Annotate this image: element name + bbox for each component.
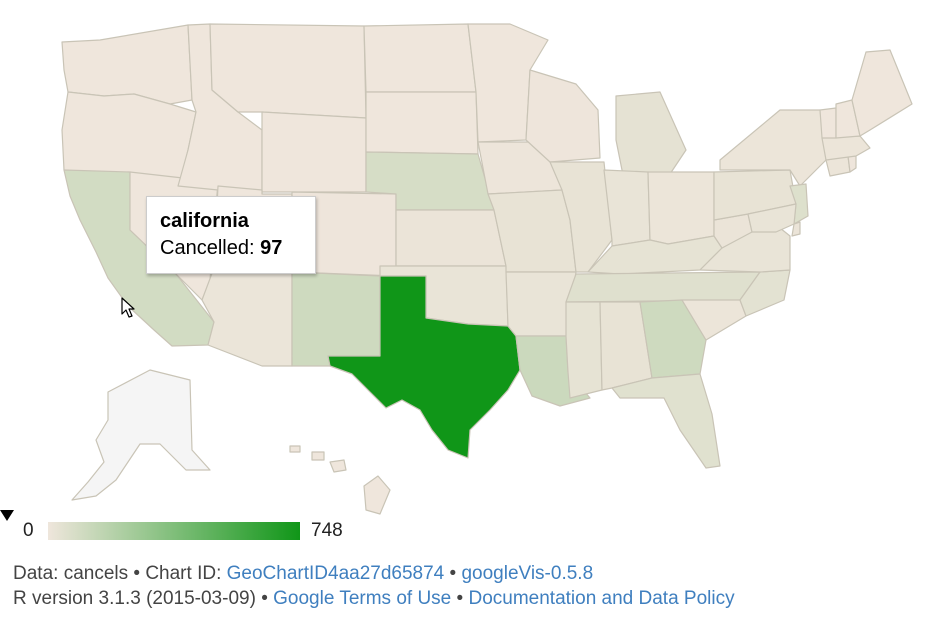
state-ohio[interactable] (647, 171, 715, 245)
state-north-dakota[interactable] (363, 23, 477, 93)
state-new-mexico[interactable] (291, 271, 381, 367)
state-rhode-island[interactable] (847, 155, 857, 173)
state-new-jersey[interactable] (789, 183, 809, 225)
footer-separator: • (444, 563, 462, 584)
state-mississippi[interactable] (565, 301, 603, 399)
legend-color-bar (48, 522, 300, 540)
footer-r-version: R version 3.1.3 (2015-03-09) • (13, 588, 274, 609)
chart-id-link[interactable]: GeoChartID4aa27d65874 (226, 563, 445, 584)
state-vermont[interactable] (819, 107, 837, 139)
state-delaware[interactable] (791, 221, 801, 237)
state-maryland[interactable] (747, 203, 797, 233)
state-new-york[interactable] (719, 109, 827, 187)
state-hawaii[interactable] (289, 445, 301, 453)
state-montana[interactable] (209, 23, 367, 119)
tooltip-region-name: california (160, 210, 249, 232)
state-arizona[interactable] (201, 267, 293, 367)
state-wyoming[interactable] (261, 111, 367, 193)
state-georgia[interactable] (639, 299, 707, 379)
state-hawaii[interactable] (363, 475, 391, 515)
legend-value-marker (0, 510, 14, 521)
state-hawaii-group (289, 445, 391, 515)
legend-max-label: 748 (311, 520, 343, 541)
tooltip-value: 97 (260, 237, 283, 259)
legend-min-label: 0 (23, 520, 34, 541)
mouse-cursor-icon (121, 297, 135, 318)
state-hawaii[interactable] (329, 459, 347, 473)
documentation-link[interactable]: Documentation and Data Policy (468, 588, 735, 609)
state-tennessee[interactable] (565, 271, 761, 303)
state-hawaii[interactable] (311, 451, 325, 461)
state-south-dakota[interactable] (365, 91, 479, 155)
footer-data-prefix: Data: cancels • Chart ID: (13, 563, 227, 584)
state-texas[interactable] (327, 275, 521, 459)
state-kansas[interactable] (395, 209, 507, 267)
region-tooltip: california Cancelled: 97 (146, 196, 316, 274)
googlevis-link[interactable]: googleVis-0.5.8 (461, 563, 594, 584)
google-terms-link[interactable]: Google Terms of Use (273, 588, 452, 609)
state-maine[interactable] (851, 49, 913, 137)
state-wisconsin[interactable] (525, 69, 601, 163)
state-massachusetts[interactable] (821, 135, 871, 161)
footer-line-1: Data: cancels • Chart ID: GeoChartID4aa2… (13, 563, 593, 585)
footer-line-2: R version 3.1.3 (2015-03-09) • Google Te… (13, 588, 735, 610)
footer-separator: • (451, 588, 469, 609)
state-indiana[interactable] (603, 169, 651, 247)
state-florida[interactable] (611, 373, 721, 469)
state-north-carolina[interactable] (739, 269, 791, 317)
state-michigan[interactable] (615, 91, 687, 181)
state-alaska[interactable] (71, 369, 211, 501)
state-washington[interactable] (61, 24, 193, 105)
tooltip-label: Cancelled: (160, 237, 255, 259)
tooltip-value-line: Cancelled: 97 (160, 233, 315, 263)
